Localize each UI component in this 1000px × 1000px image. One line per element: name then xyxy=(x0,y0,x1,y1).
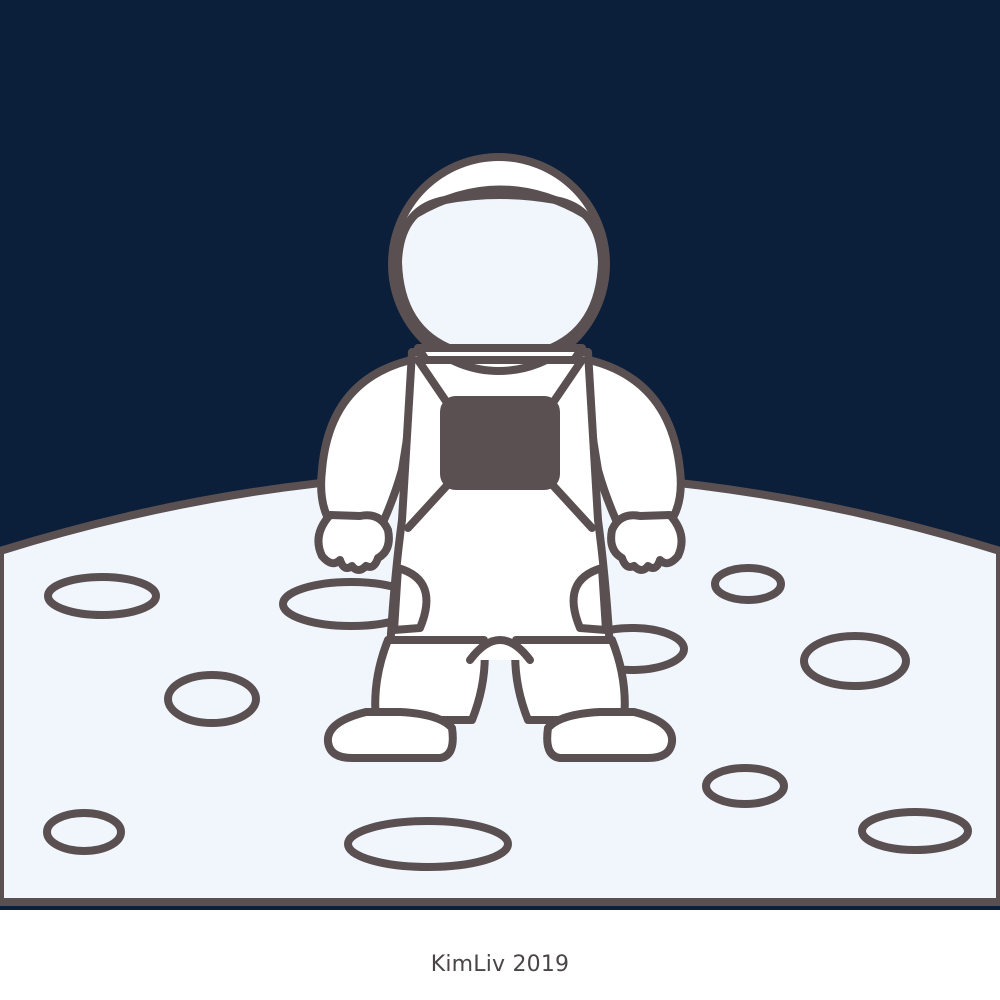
left-boot-icon xyxy=(323,708,457,762)
leg-gap xyxy=(466,636,534,664)
helmet-ridge xyxy=(412,185,588,218)
artist-credit: KimLiv 2019 xyxy=(430,952,570,977)
crater xyxy=(858,808,972,854)
right-boot-icon xyxy=(543,708,677,762)
crater xyxy=(702,764,788,808)
left-glove-icon xyxy=(314,511,393,574)
crater xyxy=(800,632,910,690)
visor xyxy=(394,191,606,354)
crater xyxy=(43,809,125,855)
astronaut-moon-illustration xyxy=(0,0,1000,910)
chest-panel xyxy=(440,396,560,490)
hip-pouch xyxy=(390,564,431,634)
crater xyxy=(44,573,160,619)
harness-strap xyxy=(404,356,596,532)
crater xyxy=(164,671,260,727)
right-glove-icon xyxy=(607,511,686,574)
left-arm xyxy=(317,354,424,529)
astronaut-icon xyxy=(314,153,686,762)
right-arm xyxy=(576,354,685,529)
crater xyxy=(711,564,785,604)
neck-ring xyxy=(414,344,586,364)
hip-pouch xyxy=(569,564,610,634)
crater xyxy=(344,817,512,871)
